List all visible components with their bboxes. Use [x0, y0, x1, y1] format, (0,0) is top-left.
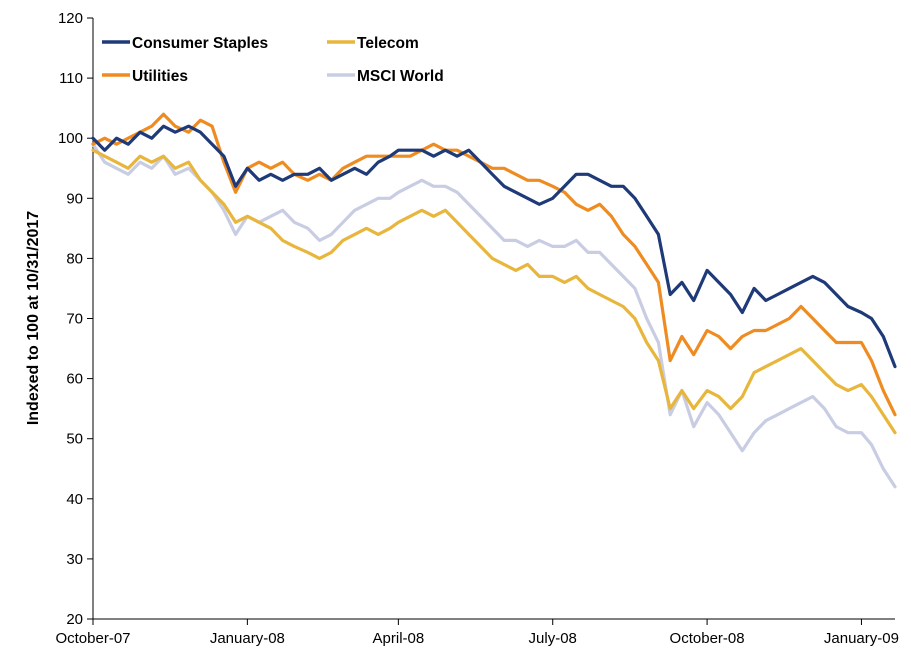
legend-label-consumer-staples: Consumer Staples: [132, 35, 268, 52]
legend-label-telecom: Telecom: [357, 35, 419, 52]
y-tick-label: 100: [58, 130, 83, 147]
y-tick-label: 40: [66, 491, 83, 508]
series-line-consumer-staples: [91, 124, 897, 369]
legend-label-msci-world: MSCI World: [357, 68, 444, 85]
y-tick-label: 70: [66, 311, 83, 328]
y-tick-label: 30: [66, 551, 83, 568]
y-axis-title: Indexed to 100 at 10/31/2017: [25, 211, 42, 425]
x-tick-label: April-08: [373, 630, 425, 647]
y-tick-label: 80: [66, 250, 83, 267]
y-tick-label: 50: [66, 431, 83, 448]
x-axis: October-07 January-08 April-08 July-08 Octob…: [55, 618, 899, 647]
x-tick-label: October-08: [670, 630, 745, 647]
x-tick-label: January-09: [824, 630, 899, 647]
series-lines: [91, 112, 897, 489]
legend: Consumer Staples Telecom Utilities MSCI Wor…: [102, 35, 444, 85]
series-line-telecom: [91, 148, 897, 435]
x-tick-label: July-08: [529, 630, 577, 647]
y-tick-label: 110: [59, 70, 83, 87]
series-line-msci-world: [91, 142, 897, 489]
y-tick-label: 20: [66, 611, 83, 628]
x-tick-label: January-08: [210, 630, 285, 647]
y-axis: 20 30 40 50 60 70 80 90 100 110 120: [58, 10, 94, 628]
y-tick-label: 60: [66, 371, 83, 388]
legend-label-utilities: Utilities: [132, 68, 188, 85]
y-tick-label: 120: [58, 10, 83, 27]
y-tick-label: 90: [66, 190, 83, 207]
series-line-utilities: [91, 112, 897, 417]
x-tick-label: October-07: [55, 630, 130, 647]
